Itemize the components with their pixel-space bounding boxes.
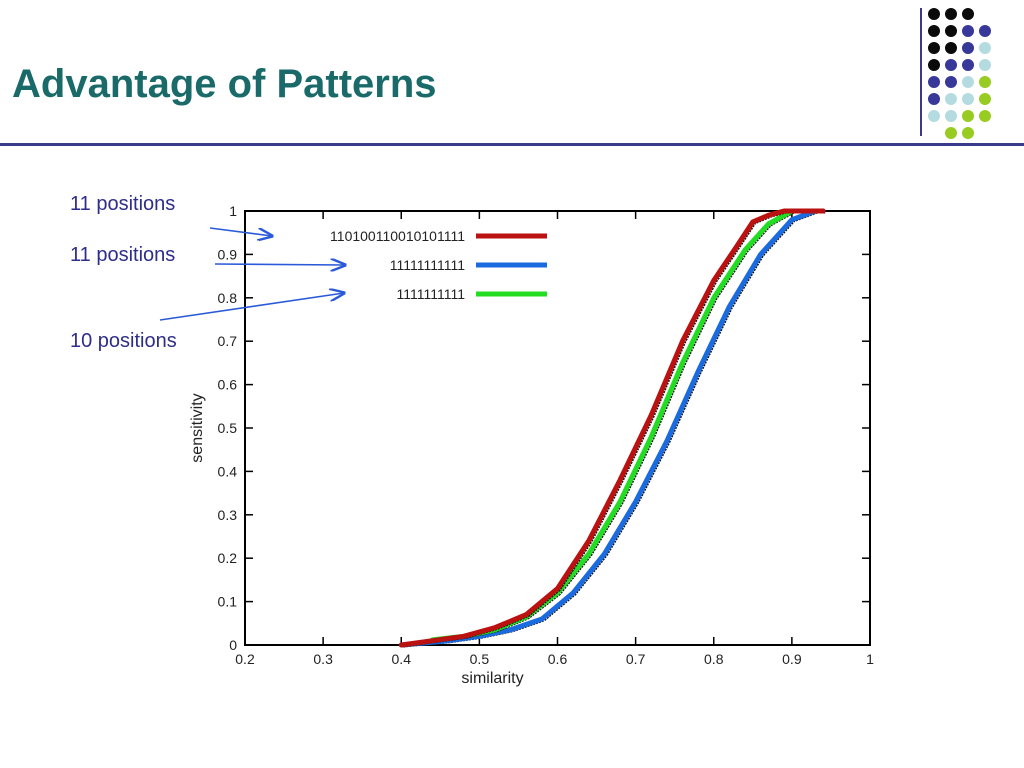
- series-line-2: [398, 208, 826, 648]
- decorative-dot: [928, 25, 940, 37]
- decorative-dot: [945, 42, 957, 54]
- decorative-dot: [979, 110, 991, 122]
- decorative-dot: [928, 76, 940, 88]
- slide-title: Advantage of Patterns: [12, 62, 437, 106]
- series-line-3: [430, 208, 818, 643]
- plot-frame: [244, 210, 871, 646]
- x-tick-label: 0.2: [235, 651, 255, 667]
- decorative-dot: [962, 8, 974, 20]
- decorative-dot: [945, 8, 957, 20]
- decorative-dot: [979, 76, 991, 88]
- y-tick-label: 0.2: [218, 550, 238, 566]
- annotation-label-2: 11 positions: [70, 244, 176, 266]
- y-tick-label: 0.3: [218, 507, 238, 523]
- y-axis-label: sensitivity: [189, 393, 206, 462]
- y-tick-label: 1: [229, 203, 237, 219]
- decorative-vertical-line: [920, 8, 922, 136]
- title-divider: [0, 143, 1024, 146]
- x-tick-label: 1: [866, 651, 874, 667]
- decorative-dot: [945, 127, 957, 139]
- decorative-dot: [928, 59, 940, 71]
- decorative-dot: [979, 59, 991, 71]
- decorative-dot-grid: [924, 6, 1024, 139]
- decorative-dot: [962, 42, 974, 54]
- decorative-dot: [945, 93, 957, 105]
- x-axis-label: similarity: [461, 670, 523, 687]
- x-tick-label: 0.3: [313, 651, 333, 667]
- decorative-dot: [928, 110, 940, 122]
- annotation-label-1: 11 positions: [70, 193, 176, 215]
- x-tick-label: 0.6: [548, 651, 568, 667]
- y-tick-label: 0.8: [218, 290, 238, 306]
- decorative-dot: [979, 42, 991, 54]
- decorative-dot: [962, 25, 974, 37]
- decorative-dot: [979, 25, 991, 37]
- series-line-1: [398, 208, 826, 648]
- y-tick-label: 0.7: [218, 333, 238, 349]
- x-tick-label: 0.9: [782, 651, 802, 667]
- x-tick-label: 0.4: [392, 651, 412, 667]
- annotation-arrow-1: [209, 227, 272, 236]
- series-shadow-line: [434, 210, 818, 643]
- y-tick-label: 0.5: [218, 420, 238, 436]
- x-tick-label: 0.7: [626, 651, 646, 667]
- legend-label-2: 11111111111: [390, 257, 465, 273]
- decorative-dot: [979, 93, 991, 105]
- series-shadow-line: [403, 210, 826, 648]
- y-tick-label: 0.9: [218, 246, 238, 262]
- decorative-dot: [945, 110, 957, 122]
- legend-label-3: 1111111111: [396, 286, 465, 302]
- x-tick-label: 0.8: [704, 651, 724, 667]
- x-tick-label: 0.5: [470, 651, 490, 667]
- series-shadow-line: [403, 210, 826, 648]
- decorative-dot: [962, 59, 974, 71]
- decorative-dot: [928, 42, 940, 54]
- decorative-dot: [945, 59, 957, 71]
- decorative-dot: [962, 127, 974, 139]
- annotation-arrow-2: [214, 264, 345, 265]
- decorative-dot: [928, 8, 940, 20]
- decorative-dot: [962, 93, 974, 105]
- y-tick-label: 0.1: [218, 594, 238, 610]
- annotation-label-3: 10 positions: [70, 330, 177, 352]
- annotation-arrow-3: [159, 293, 344, 321]
- y-tick-label: 0.4: [218, 463, 238, 479]
- decorative-dot: [928, 93, 940, 105]
- decorative-dot: [945, 76, 957, 88]
- decorative-dot: [962, 76, 974, 88]
- y-tick-label: 0: [229, 637, 237, 653]
- y-tick-label: 0.6: [218, 377, 238, 393]
- legend-label-1: 110100110010101111: [330, 228, 465, 244]
- decorative-dot: [945, 25, 957, 37]
- decorative-dot: [962, 110, 974, 122]
